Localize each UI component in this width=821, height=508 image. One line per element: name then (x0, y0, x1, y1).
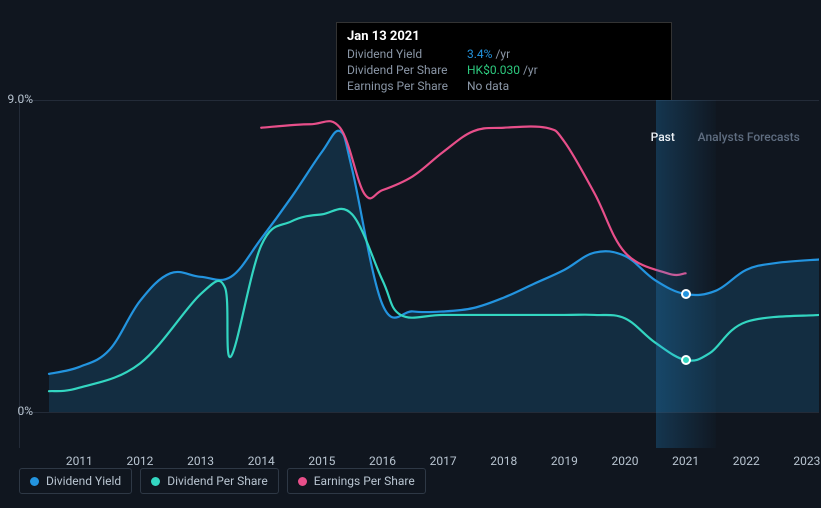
x-axis-label: 2021 (672, 454, 699, 468)
legend-dot-icon (30, 477, 39, 486)
x-axis-label: 2016 (369, 454, 396, 468)
tooltip-label: Dividend Per Share (347, 62, 467, 78)
legend-item[interactable]: Dividend Yield (19, 468, 132, 494)
tooltip-value: No data (467, 78, 661, 94)
forecast-region-label: Analysts Forecasts (698, 130, 800, 144)
tooltip-value: HK$0.030/yr (467, 62, 661, 78)
x-axis-label: 2011 (66, 454, 93, 468)
tooltip-label: Earnings Per Share (347, 78, 467, 94)
tooltip-row: Dividend Yield3.4%/yr (347, 46, 661, 62)
x-axis-label: 2015 (308, 454, 335, 468)
past-region-label: Past (651, 130, 675, 144)
chart-plot-area: 0%9.0%2011201220132014201520162017201820… (19, 100, 819, 448)
tooltip-unit: /yr (523, 63, 538, 77)
legend-text: Earnings Per Share (314, 474, 415, 488)
tooltip-label: Dividend Yield (347, 46, 467, 62)
tooltip-value-text: 3.4% (467, 47, 492, 61)
x-axis-label: 2019 (551, 454, 578, 468)
tooltip-row: Earnings Per ShareNo data (347, 78, 661, 94)
x-axis-label: 2022 (733, 454, 760, 468)
y-axis-label: 9.0% (8, 92, 33, 106)
tooltip-date: Jan 13 2021 (347, 29, 661, 44)
current-time-highlight (656, 100, 716, 448)
legend-dot-icon (151, 477, 160, 486)
legend-text: Dividend Yield (46, 474, 121, 488)
y-axis-label: 0% (17, 404, 33, 418)
tooltip-value: 3.4%/yr (467, 46, 661, 62)
chart-legend: Dividend Yield Dividend Per Share Earnings… (19, 468, 426, 494)
legend-item[interactable]: Dividend Per Share (140, 468, 279, 494)
tooltip-unit: /yr (495, 47, 510, 61)
x-axis-label: 2012 (126, 454, 153, 468)
x-axis-label: 2020 (611, 454, 638, 468)
series-marker-dividend_per_share (681, 355, 691, 365)
tooltip-rows: Dividend Yield3.4%/yrDividend Per ShareH… (347, 46, 661, 94)
tooltip-row: Dividend Per ShareHK$0.030/yr (347, 62, 661, 78)
legend-text: Dividend Per Share (167, 474, 268, 488)
legend-dot-icon (298, 477, 307, 486)
series-marker-dividend_yield (681, 289, 691, 299)
x-axis-label: 2018 (490, 454, 517, 468)
legend-item[interactable]: Earnings Per Share (287, 468, 426, 494)
chart-tooltip: Jan 13 2021 Dividend Yield3.4%/yrDividen… (336, 22, 672, 101)
tooltip-value-text: No data (467, 79, 509, 93)
tooltip-value-text: HK$0.030 (467, 63, 520, 77)
x-axis-label: 2014 (248, 454, 275, 468)
x-axis-label: 2023 (793, 454, 820, 468)
x-axis-label: 2017 (430, 454, 457, 468)
x-axis-label: 2013 (187, 454, 214, 468)
